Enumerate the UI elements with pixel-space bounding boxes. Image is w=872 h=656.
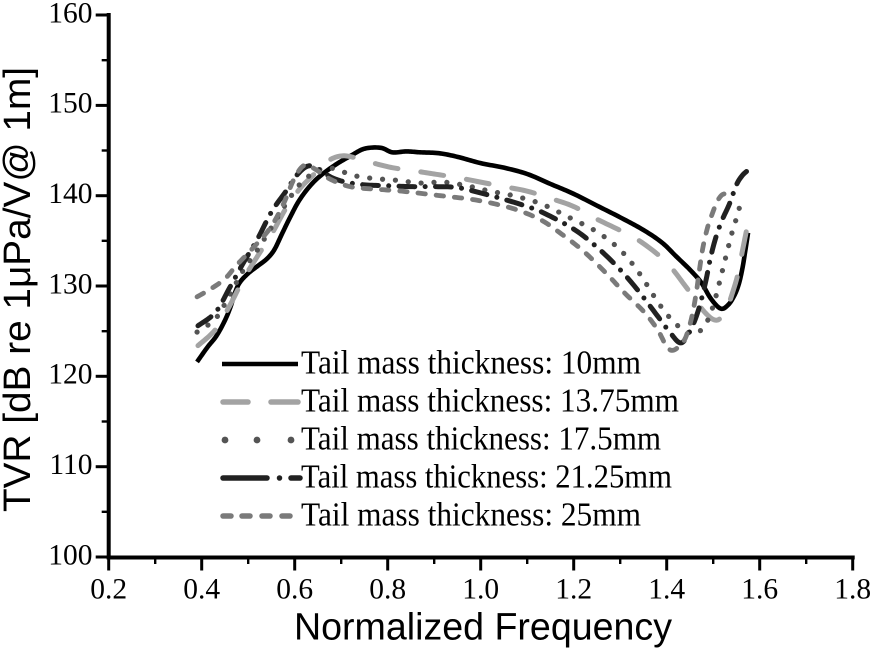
svg-text:100: 100 [48, 539, 92, 571]
svg-text:120: 120 [48, 359, 92, 391]
svg-text:Tail mass thickness: 10mm: Tail mass thickness: 10mm [301, 345, 641, 382]
svg-text:TVR [dB re 1μPa/V@ 1m]: TVR [dB re 1μPa/V@ 1m] [0, 67, 39, 512]
svg-text:Tail mass thickness: 21.25mm: Tail mass thickness: 21.25mm [301, 459, 672, 496]
svg-text:0.6: 0.6 [276, 574, 313, 606]
svg-text:Tail mass thickness: 17.5mm: Tail mass thickness: 17.5mm [301, 421, 661, 458]
svg-text:0.8: 0.8 [369, 574, 406, 606]
svg-text:0.2: 0.2 [90, 574, 127, 606]
svg-text:0.4: 0.4 [183, 574, 220, 606]
svg-text:130: 130 [48, 268, 92, 300]
svg-text:110: 110 [49, 449, 92, 481]
svg-text:1.8: 1.8 [834, 574, 871, 606]
svg-text:Tail mass thickness: 13.75mm: Tail mass thickness: 13.75mm [301, 383, 679, 420]
svg-text:1.0: 1.0 [462, 574, 499, 606]
svg-text:1.6: 1.6 [741, 574, 778, 606]
svg-text:140: 140 [48, 178, 92, 210]
svg-text:1.2: 1.2 [555, 574, 592, 606]
svg-text:1.4: 1.4 [648, 574, 685, 606]
svg-text:Normalized Frequency: Normalized Frequency [294, 607, 672, 649]
svg-text:Tail mass thickness: 25mm: Tail mass thickness: 25mm [301, 497, 641, 534]
svg-text:150: 150 [48, 88, 92, 120]
svg-text:160: 160 [48, 0, 92, 29]
